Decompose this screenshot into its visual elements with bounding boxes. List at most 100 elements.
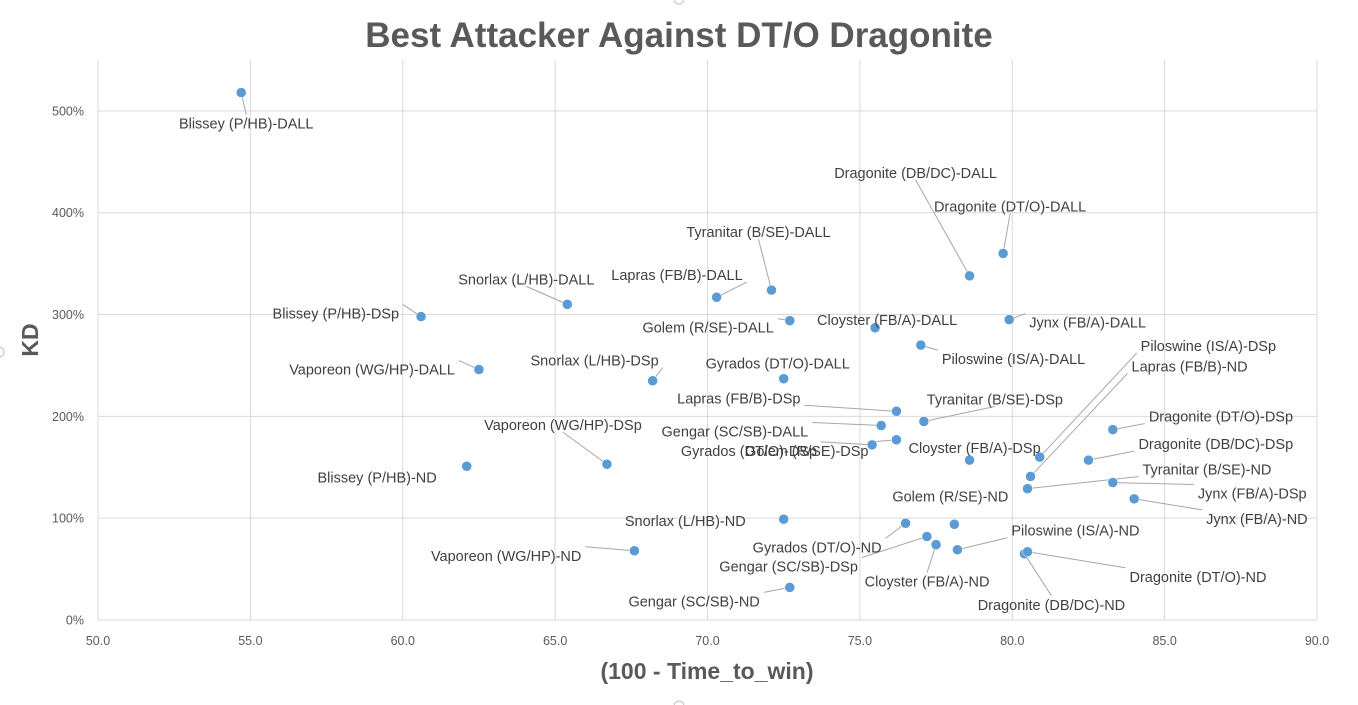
data-label: Snorlax (L/HB)-DSp bbox=[531, 354, 659, 370]
y-tick-label: 0% bbox=[66, 614, 84, 628]
label-leader bbox=[1112, 482, 1194, 486]
data-label: Snorlax (L/HB)-ND bbox=[625, 514, 746, 530]
scatter-point bbox=[964, 270, 975, 282]
scatter-point bbox=[891, 406, 902, 417]
scatter-point bbox=[1083, 454, 1094, 466]
data-label: Blissey (P/HB)-DSp bbox=[273, 307, 400, 323]
scatter-point bbox=[784, 582, 796, 593]
axis-ticks: 50.0 55.0 60.0 65.0 70.0 75.0 80.0 85.0 90.0 0% 10… bbox=[52, 104, 1329, 648]
data-label: Golem (R/SE)-DALL bbox=[642, 321, 773, 337]
label-leader bbox=[812, 422, 882, 427]
selection-handle-bottom[interactable] bbox=[673, 700, 685, 705]
scatter-point bbox=[875, 420, 887, 431]
scatter-point bbox=[949, 519, 960, 530]
scatter-point bbox=[601, 458, 613, 470]
scatter-point bbox=[1107, 424, 1119, 435]
scatter-point bbox=[1022, 483, 1033, 494]
data-label: Piloswine (IS/A)-DSp bbox=[1141, 339, 1276, 355]
data-label: Snorlax (L/HB)-DALL bbox=[458, 272, 594, 288]
data-label: Gengar (SC/SB)-DALL bbox=[662, 425, 809, 441]
label-leader bbox=[758, 238, 772, 291]
x-tick-label: 55.0 bbox=[238, 634, 262, 648]
data-label: Jynx (FB/A)-DSp bbox=[1198, 487, 1307, 503]
data-label: Cloyster (FB/A)-DSp bbox=[909, 441, 1041, 457]
data-label: Tyranitar (B/SE)-DSp bbox=[927, 392, 1063, 408]
y-tick-label: 500% bbox=[52, 104, 84, 118]
label-leader bbox=[804, 404, 897, 412]
data-label: Piloswine (IS/A)-ND bbox=[1011, 524, 1139, 540]
scatter-point bbox=[778, 513, 789, 525]
scatter-point bbox=[918, 416, 930, 427]
data-label: Golem (R/SE)-ND bbox=[892, 489, 1008, 505]
y-tick-label: 300% bbox=[52, 308, 84, 322]
scatter-point bbox=[778, 373, 789, 384]
x-tick-label: 75.0 bbox=[848, 634, 872, 648]
selection-handle-top[interactable] bbox=[673, 0, 685, 5]
label-leader bbox=[1039, 352, 1138, 458]
y-tick-label: 400% bbox=[52, 206, 84, 220]
data-label: Lapras (FB/B)-DALL bbox=[611, 268, 742, 284]
label-leader bbox=[957, 537, 1008, 551]
scatter-point bbox=[711, 291, 722, 303]
x-tick-label: 85.0 bbox=[1152, 634, 1176, 648]
data-label: Jynx (FB/A)-ND bbox=[1206, 512, 1308, 528]
scatter-point bbox=[915, 339, 927, 351]
selection-handle-left[interactable] bbox=[0, 346, 5, 358]
scatter-point bbox=[473, 364, 485, 375]
data-label: Tyranitar (B/SE)-DALL bbox=[686, 225, 830, 241]
scatter-point bbox=[930, 539, 942, 550]
x-tick-label: 90.0 bbox=[1305, 634, 1329, 648]
data-label: Blissey (P/HB)-DALL bbox=[179, 117, 314, 133]
label-leader bbox=[1027, 551, 1126, 569]
y-tick-label: 200% bbox=[52, 410, 84, 424]
data-label: Piloswine (IS/A)-DALL bbox=[942, 352, 1085, 368]
scatter-point bbox=[866, 439, 878, 451]
label-leader bbox=[861, 536, 928, 558]
data-label: Gyrados (DT/O)-DSp bbox=[681, 444, 817, 460]
label-leader bbox=[923, 405, 995, 422]
data-label: Cloyster (FB/A)-DALL bbox=[817, 313, 957, 329]
scatter-point bbox=[766, 284, 777, 296]
label-leader bbox=[1088, 450, 1135, 461]
y-axis-title: KD bbox=[17, 323, 43, 356]
scatter-point bbox=[1022, 546, 1033, 558]
label-leader bbox=[915, 179, 971, 277]
scatter-point bbox=[415, 311, 427, 322]
scatter-point bbox=[1034, 451, 1045, 463]
x-tick-label: 70.0 bbox=[695, 634, 719, 648]
scatter-point bbox=[1003, 314, 1015, 325]
data-labels: Blissey (P/HB)-DALL Blissey (P/HB)-DSp Bli… bbox=[179, 117, 1308, 614]
label-leader bbox=[821, 441, 873, 446]
x-tick-label: 80.0 bbox=[1000, 634, 1024, 648]
scatter-point bbox=[647, 375, 658, 386]
selection-handles bbox=[0, 0, 685, 705]
label-leader bbox=[716, 281, 747, 298]
label-leader bbox=[1024, 553, 1052, 597]
data-label: Dragonite (DB/DC)-ND bbox=[978, 598, 1125, 614]
data-label: Jynx (FB/A)-DALL bbox=[1029, 316, 1146, 332]
x-tick-label: 65.0 bbox=[543, 634, 567, 648]
data-label: Vaporeon (WG/HP)-DSp bbox=[484, 418, 642, 434]
x-axis-title: (100 - Time_to_win) bbox=[600, 658, 813, 684]
scatter-point bbox=[461, 461, 472, 472]
scatter-point bbox=[235, 87, 247, 98]
scatter-point bbox=[891, 434, 902, 446]
scatter-point bbox=[900, 518, 911, 529]
x-tick-label: 50.0 bbox=[86, 634, 110, 648]
data-label: Lapras (FB/B)-DSp bbox=[677, 391, 800, 407]
data-label: Dragonite (DT/O)-DALL bbox=[934, 199, 1086, 215]
scatter-point bbox=[784, 315, 796, 326]
label-leader bbox=[562, 431, 608, 465]
data-label: Blissey (P/HB)-ND bbox=[318, 470, 437, 486]
scatter-point bbox=[1107, 477, 1119, 488]
scatter-point bbox=[964, 454, 975, 466]
scatter-point bbox=[1025, 471, 1036, 482]
data-points bbox=[235, 87, 1140, 593]
chart-title: Best Attacker Against DT/O Dragonite bbox=[365, 16, 993, 55]
data-label: Dragonite (DB/DC)-DSp bbox=[1138, 437, 1293, 453]
data-label: Gengar (SC/SB)-ND bbox=[628, 594, 759, 610]
label-leader bbox=[526, 285, 568, 305]
data-label: Lapras (FB/B)-ND bbox=[1132, 359, 1248, 375]
data-label: Tyranitar (B/SE)-ND bbox=[1142, 463, 1271, 479]
